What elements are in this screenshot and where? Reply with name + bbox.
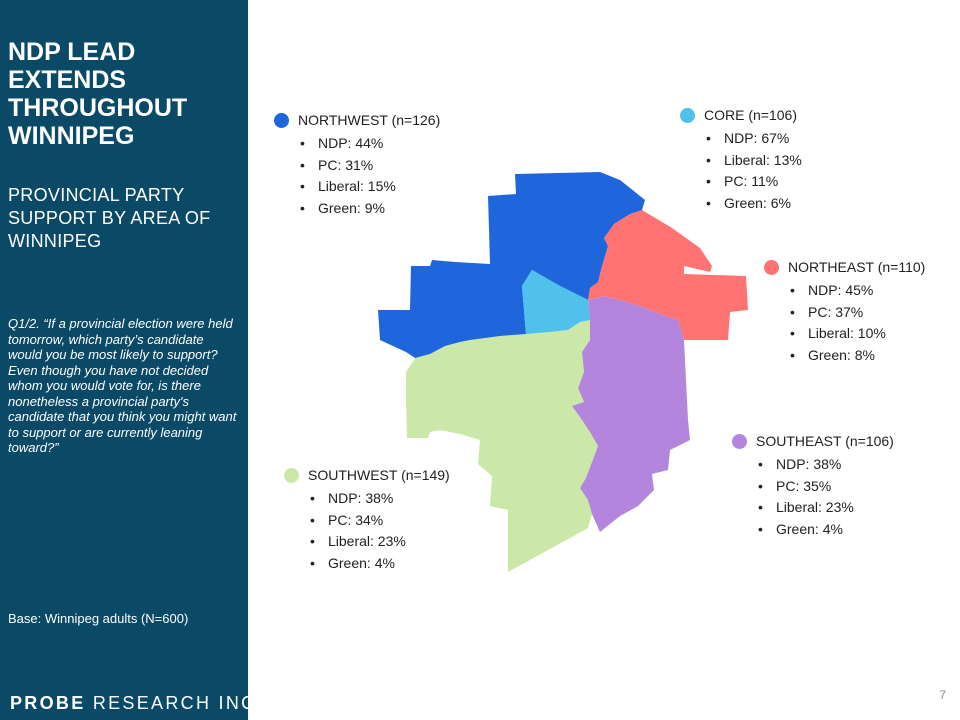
legend-northwest-item: PC: 31% xyxy=(300,155,440,177)
legend-northeast-label: NORTHEAST (n=110) xyxy=(788,259,926,275)
legend-southeast-item: NDP: 38% xyxy=(758,454,894,476)
legend-northeast-item: Liberal: 10% xyxy=(790,323,925,345)
page-number: 7 xyxy=(939,688,946,702)
region-southeast xyxy=(572,296,690,532)
logo-bold-text: PROBE xyxy=(10,693,86,713)
legend-core-item: Liberal: 13% xyxy=(706,150,802,172)
legend-northeast-item: NDP: 45% xyxy=(790,280,925,302)
region-core xyxy=(522,270,590,334)
page-title: NDP LEAD EXTENDS THROUGHOUT WINNIPEG xyxy=(8,38,188,150)
legend-northwest-item: Green: 9% xyxy=(300,198,440,220)
survey-question: Q1/2. “If a provincial election were hel… xyxy=(8,316,237,455)
legend-core-label: CORE (n=106) xyxy=(704,107,797,123)
region-northwest xyxy=(378,172,645,358)
region-northeast xyxy=(588,210,748,340)
sidebar: NDP LEAD EXTENDS THROUGHOUT WINNIPEG PRO… xyxy=(0,0,261,720)
company-logo: PROBE RESEARCH INC. xyxy=(10,693,264,714)
sample-base: Base: Winnipeg adults (N=600) xyxy=(8,611,189,626)
legend-northeast-item: PC: 37% xyxy=(790,302,925,324)
southwest-color-dot xyxy=(284,467,299,483)
core-color-dot xyxy=(680,107,695,123)
legend-northwest: NORTHWEST (n=126) NDP: 44% PC: 31% Liber… xyxy=(274,110,440,219)
legend-northwest-item: Liberal: 15% xyxy=(300,176,440,198)
legend-southeast-item: Green: 4% xyxy=(758,519,894,541)
legend-northeast-item: Green: 8% xyxy=(790,345,925,367)
legend-southwest-item: Liberal: 23% xyxy=(310,531,450,553)
legend-northwest-item: NDP: 44% xyxy=(300,133,440,155)
legend-southwest-item: PC: 34% xyxy=(310,510,450,532)
legend-core-item: Green: 6% xyxy=(706,193,802,215)
legend-northwest-label: NORTHWEST (n=126) xyxy=(298,112,441,128)
legend-southwest-item: NDP: 38% xyxy=(310,488,450,510)
northeast-color-dot xyxy=(764,259,779,275)
legend-core: CORE (n=106) NDP: 67% Liberal: 13% PC: 1… xyxy=(680,105,802,214)
legend-core-item: NDP: 67% xyxy=(706,128,802,150)
legend-southeast-label: SOUTHEAST (n=106) xyxy=(756,433,894,449)
legend-southwest-label: SOUTHWEST (n=149) xyxy=(308,467,450,483)
northwest-color-dot xyxy=(274,112,289,128)
page-subtitle: PROVINCIAL PARTY SUPPORT BY AREA OF WINN… xyxy=(8,185,211,251)
southeast-color-dot xyxy=(732,433,747,449)
region-southwest xyxy=(406,320,598,572)
legend-southwest: SOUTHWEST (n=149) NDP: 38% PC: 34% Liber… xyxy=(284,465,450,574)
legend-southeast-item: Liberal: 23% xyxy=(758,497,894,519)
legend-southeast: SOUTHEAST (n=106) NDP: 38% PC: 35% Liber… xyxy=(732,431,894,540)
legend-southeast-item: PC: 35% xyxy=(758,476,894,498)
logo-light-text: RESEARCH INC. xyxy=(92,693,264,713)
legend-northeast: NORTHEAST (n=110) NDP: 45% PC: 37% Liber… xyxy=(764,257,925,366)
legend-core-item: PC: 11% xyxy=(706,171,802,193)
legend-southwest-item: Green: 4% xyxy=(310,553,450,575)
